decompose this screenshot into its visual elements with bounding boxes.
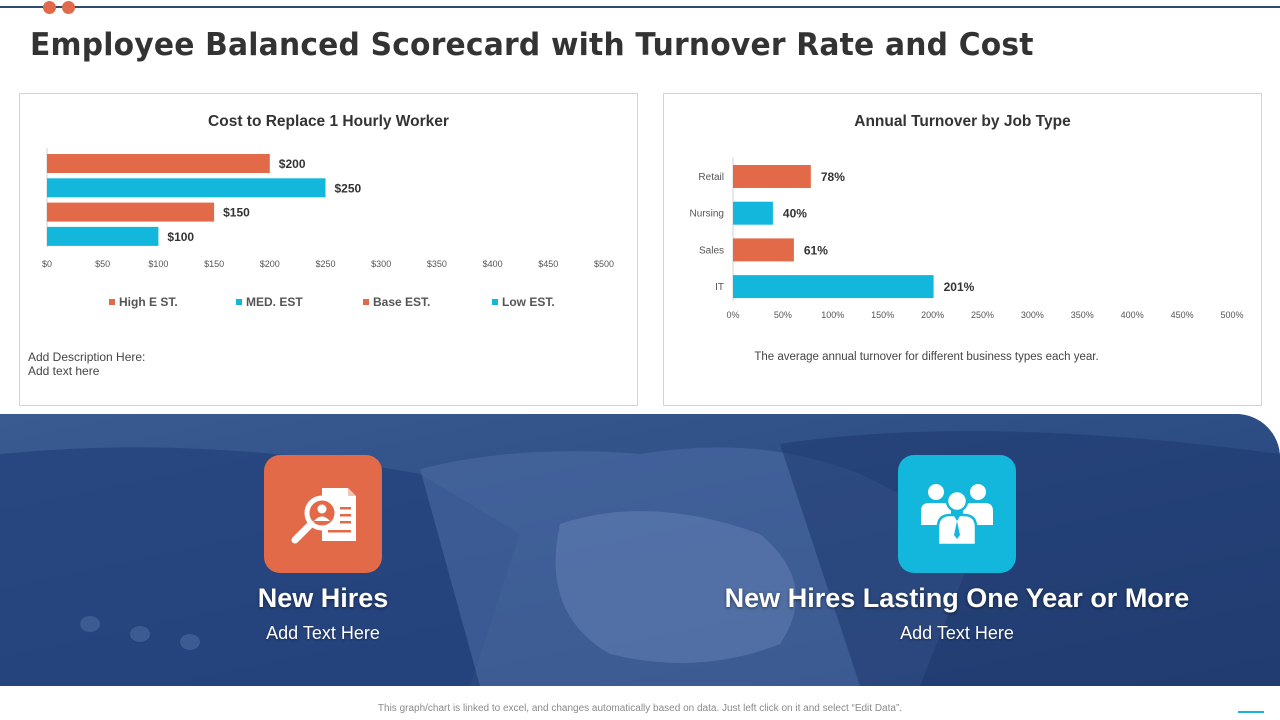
cost-chart-title: Cost to Replace 1 Hourly Worker (208, 113, 449, 130)
y-category-label: IT (715, 282, 724, 293)
team-group-icon (921, 484, 993, 547)
candidate-search-icon (291, 488, 356, 544)
corner-accent (1238, 711, 1264, 713)
data-label: $150 (223, 206, 250, 220)
x-tick-label: $400 (483, 259, 503, 269)
decor-dot (43, 1, 56, 14)
bar (733, 201, 773, 225)
page-title: Employee Balanced Scorecard with Turnove… (30, 27, 1034, 63)
x-tick-label: $300 (371, 259, 391, 269)
retained-hires-subtitle: Add Text Here (900, 623, 1014, 643)
turnover-chart-title: Annual Turnover by Job Type (854, 113, 1071, 130)
footer-note: This graph/chart is linked to excel, and… (377, 703, 903, 714)
x-tick-label: 50% (774, 310, 792, 320)
retained-hires-title: New Hires Lasting One Year or More (724, 583, 1190, 613)
x-tick-label: $100 (148, 259, 168, 269)
data-label: $100 (167, 230, 194, 244)
cost-chart[interactable]: $200 $250 $150 $100 $0 $50 $100 $150 $200 $250 $30… (20, 144, 637, 344)
bar (733, 238, 794, 262)
description-text: Add text here (28, 364, 100, 378)
bar (733, 165, 811, 188)
bar (733, 275, 934, 299)
legend-label: Base EST. (373, 295, 431, 309)
turnover-chart[interactable]: 78% Retail 40% Nursing 61% Sales 201% IT 0% 50% 10… (664, 149, 1261, 339)
x-tick-label: 100% (821, 310, 844, 320)
legend-swatch (492, 298, 498, 305)
data-label: $250 (335, 181, 362, 195)
new-hires-tile (264, 455, 382, 573)
turnover-chart-card[interactable]: Annual Turnover by Job Type 78% Retail 40%… (663, 93, 1262, 406)
x-tick-label: $250 (315, 259, 335, 269)
legend-item: High E ST. (109, 295, 178, 309)
legend-swatch (236, 298, 242, 305)
cost-chart-card[interactable]: Cost to Replace 1 Hourly Worker $200 $250… (19, 93, 638, 406)
x-tick-label: $500 (594, 259, 614, 269)
new-hires-subtitle: Add Text Here (266, 623, 380, 643)
x-tick-label: 250% (971, 310, 994, 320)
x-tick-label: 300% (1021, 310, 1044, 320)
y-category-label: Nursing (690, 209, 724, 220)
x-tick-label: 150% (871, 310, 894, 320)
legend-swatch (109, 298, 115, 305)
retained-hires-tile (898, 455, 1016, 573)
data-label: $200 (279, 157, 306, 171)
handshake-background (0, 414, 1280, 686)
data-label: 40% (783, 207, 807, 221)
x-tick-label: $450 (538, 259, 558, 269)
legend-label: Low EST. (502, 295, 555, 309)
description-heading: Add Description Here: (28, 350, 146, 364)
x-tick-label: 200% (921, 310, 944, 320)
x-tick-label: $350 (427, 259, 447, 269)
x-tick-label: 400% (1121, 310, 1144, 320)
x-tick-label: 350% (1071, 310, 1094, 320)
header-rule (0, 6, 1280, 8)
bar (47, 154, 270, 173)
legend-item: MED. EST (236, 295, 303, 309)
y-category-label: Sales (699, 245, 724, 256)
bar (47, 226, 159, 246)
data-label: 78% (821, 170, 845, 184)
x-tick-label: 450% (1171, 310, 1194, 320)
bar (47, 178, 326, 198)
x-tick-label: $50 (95, 259, 110, 269)
bar (47, 202, 215, 222)
legend-label: MED. EST (246, 295, 303, 309)
handshake-panel: New Hires Add Text Here New Hires Lastin… (0, 414, 1280, 686)
new-hires-title: New Hires (257, 583, 389, 613)
legend-item: Base EST. (363, 295, 430, 309)
data-label: 201% (944, 280, 975, 294)
data-label: 61% (804, 243, 828, 257)
legend-item: Low EST. (492, 295, 555, 309)
legend-swatch (363, 298, 369, 305)
x-tick-label: 0% (726, 310, 739, 320)
x-tick-label: $150 (204, 259, 224, 269)
legend-label: High E ST. (119, 295, 178, 309)
y-category-label: Retail (698, 172, 724, 183)
cost-chart-legend: High E ST. MED. EST Base EST. Low EST. (20, 295, 637, 311)
x-tick-label: $0 (42, 259, 52, 269)
decor-dot (62, 1, 75, 14)
turnover-caption: The average annual turnover for differen… (754, 351, 1099, 363)
x-tick-label: 500% (1220, 310, 1243, 320)
x-tick-label: $200 (260, 259, 280, 269)
